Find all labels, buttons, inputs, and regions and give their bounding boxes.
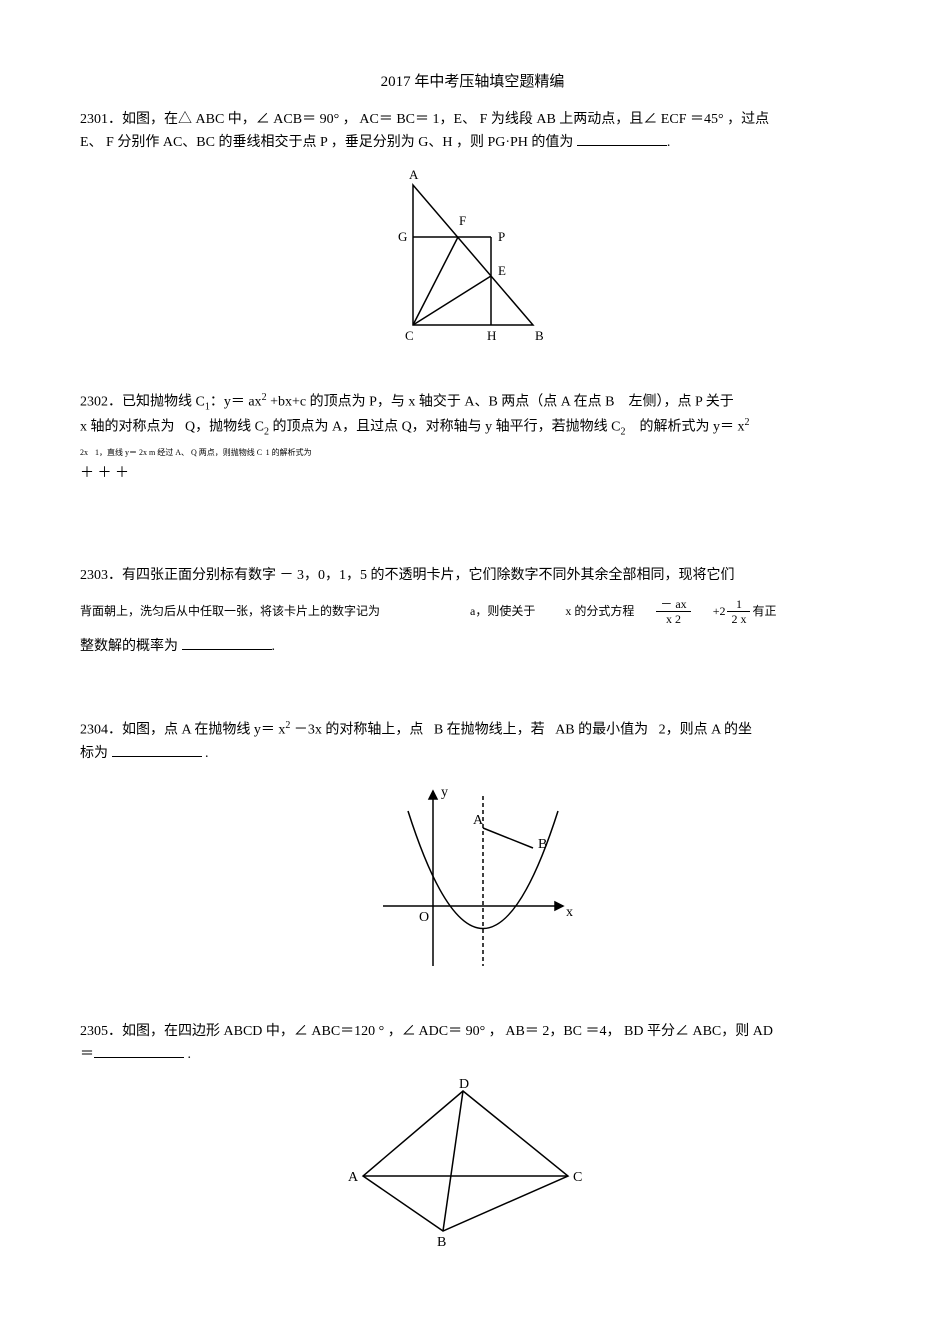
figure-2305: A B C D — [80, 1076, 865, 1251]
p2305-l2: ＝ — [80, 1047, 94, 1062]
p2302-l2a: x 轴的对称点为 — [80, 420, 175, 435]
p2303-l1: 2303．有四张正面分别标有数字 － 3，0，1，5 的不透明卡片，它们除数字不… — [80, 568, 735, 583]
p2302-tiny-b: 1，直线 y＝ 2x m 经过 A、 Q 两点，则抛物线 C — [95, 448, 262, 457]
p2304-l1b: －3x 的对称轴上，点 — [290, 723, 423, 738]
problem-2302: 2302．已知抛物线 C1：y＝ ax2 +bx+c 的顶点为 P，与 x 轴交… — [80, 390, 865, 486]
p2303-l3: 整数解的概率为 — [80, 639, 182, 654]
p2302-l1a: 2302．已知抛物线 C — [80, 394, 205, 409]
p2302-tiny-c: 1 的解析式为 — [266, 448, 312, 457]
blank-2303 — [182, 635, 272, 650]
frac2-num: 1 — [727, 598, 750, 612]
blank-2305 — [94, 1043, 184, 1058]
label-C5: C — [573, 1170, 582, 1185]
page-title: 2017 年中考压轴填空题精编 — [80, 70, 865, 91]
figure-2304: O x y A B — [80, 776, 865, 981]
frac1-den: x 2 — [656, 612, 690, 625]
label-A: A — [409, 167, 419, 182]
p2304-l2: 标为 — [80, 746, 112, 761]
p2302-tiny-a: 2x — [80, 448, 88, 457]
p2302-sub22: 2 — [621, 427, 626, 438]
problem-2301: 2301．如图，在△ ABC 中，∠ ACB＝ 90° ， AC＝ BC＝ 1，… — [80, 109, 865, 155]
figure-2301: A G F P E C H B — [80, 165, 865, 350]
label-x: x — [566, 905, 573, 920]
p2304-l1c: B 在抛物线上，若 — [434, 723, 545, 738]
label-O: O — [419, 910, 429, 925]
p2302-l2b: Q，抛物线 C — [185, 420, 264, 435]
label-B4: B — [538, 837, 547, 852]
frac-2: 1 2 x — [727, 598, 750, 625]
frac-1: － ax x 2 — [656, 598, 690, 625]
problem-2304: 2304．如图，点 A 在抛物线 y＝ x2 －3x 的对称轴上，点 B 在抛物… — [80, 718, 865, 765]
p2303-l2d: +2 — [713, 602, 726, 621]
p2301-line1: 2301．如图，在△ ABC 中，∠ ACB＝ 90° ， AC＝ BC＝ 1，… — [80, 112, 769, 127]
label-G: G — [398, 229, 407, 244]
label-E: E — [498, 263, 506, 278]
p2304-l1a: 2304．如图，点 A 在抛物线 y＝ x — [80, 723, 285, 738]
label-C: C — [405, 328, 414, 343]
blank-2301 — [577, 131, 667, 146]
label-y: y — [441, 785, 448, 800]
p2303-l2a: 背面朝上，洗匀后从中任取一张，将该卡片上的数字记为 — [80, 602, 380, 621]
p2302-l1d: 左侧），点 P 关于 — [628, 394, 733, 409]
p2302-l2d: 的解析式为 y＝ x — [640, 420, 745, 435]
label-B5: B — [437, 1235, 446, 1246]
label-D5: D — [459, 1077, 469, 1092]
p2302-sup22: 2 — [745, 417, 750, 428]
frac1-num: － ax — [656, 598, 690, 612]
p2303-l2b: a，则使关于 — [470, 602, 535, 621]
problem-2305: 2305．如图，在四边形 ABCD 中，∠ ABC＝120 ° ，∠ ADC＝ … — [80, 1021, 865, 1067]
p2302-l1b: ：y＝ ax — [210, 394, 262, 409]
problem-2303: 2303．有四张正面分别标有数字 － 3，0，1，5 的不透明卡片，它们除数字不… — [80, 565, 865, 658]
label-H: H — [487, 328, 496, 343]
blank-2304 — [112, 742, 202, 757]
label-B: B — [535, 328, 544, 343]
p2302-l3: ＋ ＋ ＋ — [80, 466, 129, 481]
p2305-l1: 2305．如图，在四边形 ABCD 中，∠ ABC＝120 ° ，∠ ADC＝ … — [80, 1024, 773, 1039]
frac2-den: 2 x — [727, 612, 750, 625]
p2304-l1e: 2，则点 A 的坐 — [659, 723, 752, 738]
p2303-l2e: 有正 — [752, 602, 776, 621]
p2303-l2c: x 的分式方程 — [565, 602, 634, 621]
label-P: P — [498, 229, 505, 244]
label-F: F — [459, 213, 466, 228]
label-A4: A — [473, 813, 484, 828]
p2302-l1c: +bx+c 的顶点为 P，与 x 轴交于 A、B 两点（点 A 在点 B — [267, 394, 615, 409]
p2302-l2c: 的顶点为 A，且过点 Q，对称轴与 y 轴平行，若抛物线 C — [269, 420, 621, 435]
p2304-l1d: AB 的最小值为 — [555, 723, 648, 738]
p2301-line2: E、 F 分别作 AC、BC 的垂线相交于点 P ，垂足分别为 G、H ，则 P… — [80, 135, 577, 150]
label-A5: A — [348, 1170, 359, 1185]
